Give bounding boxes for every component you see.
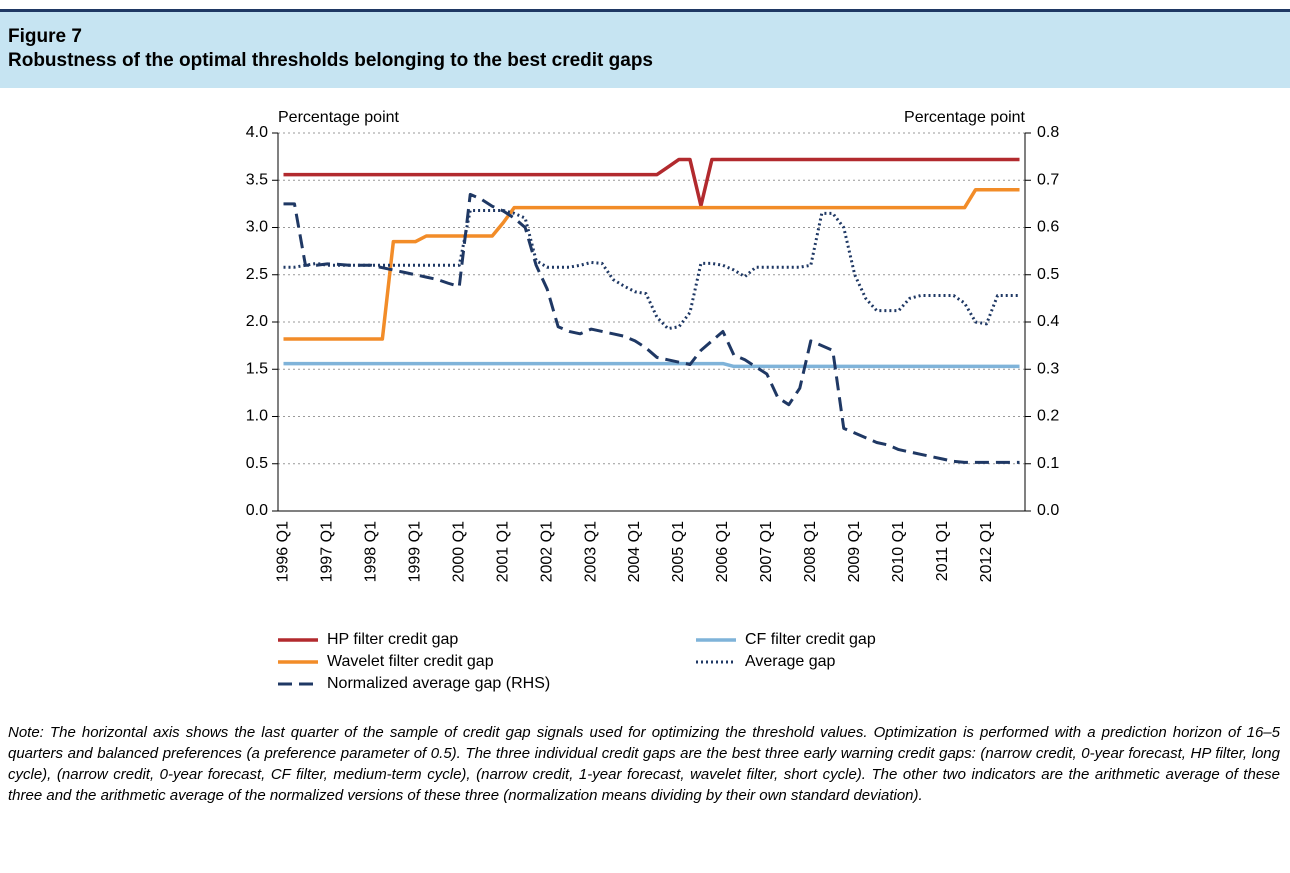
legend-label: CF filter credit gap: [745, 631, 876, 648]
x-tick-label: 2007 Q1: [758, 521, 775, 582]
y-tick-label: 1.0: [246, 408, 268, 425]
y2-tick-label: 0.6: [1037, 219, 1059, 236]
y-tick-label: 2.0: [246, 313, 268, 330]
chart: Percentage point Percentage point 0.0 0.5…: [246, 109, 1060, 692]
x-tick-label: 2006 Q1: [714, 521, 731, 582]
figure-label: Figure 7: [8, 26, 82, 47]
y2-axis-label: Percentage point: [904, 109, 1026, 126]
series-line: [283, 187, 1020, 341]
x-tick-label: 2002 Q1: [538, 521, 555, 582]
y-tick-label: 0.5: [246, 455, 268, 472]
y2-tick-label: 0.2: [1037, 408, 1059, 425]
x-tick-label: 2009 Q1: [846, 521, 863, 582]
legend-label: Normalized average gap (RHS): [327, 675, 550, 692]
y-tick-label: 0.0: [246, 502, 268, 519]
y2-tick-label: 0.4: [1037, 313, 1059, 330]
figure-title: Robustness of the optimal thresholds bel…: [8, 50, 653, 71]
y-tick-label: 1.5: [246, 360, 268, 377]
legend-label: HP filter credit gap: [327, 631, 458, 648]
y-tick-label: 3.0: [246, 219, 268, 236]
x-tick-label: 1999 Q1: [407, 521, 424, 582]
series-line: [283, 208, 1020, 331]
top-rule: [0, 9, 1290, 12]
series-line: [283, 361, 1020, 369]
y-tick-label: 3.5: [246, 171, 268, 188]
y2-tick-label: 0.7: [1037, 171, 1059, 188]
y2-tick-label: 0.0: [1037, 502, 1059, 519]
x-tick-label: 1998 Q1: [363, 521, 380, 582]
y2-tick-label: 0.1: [1037, 455, 1059, 472]
series-line: [283, 192, 1020, 464]
note: Note: The horizontal axis shows the last…: [8, 724, 1280, 804]
x-tick-label: 2012 Q1: [978, 521, 995, 582]
legend-label: Average gap: [745, 653, 836, 670]
y-tick-label: 2.5: [246, 266, 268, 283]
x-tick-label: 2004 Q1: [626, 521, 643, 582]
x-tick-label: 2001 Q1: [494, 521, 511, 582]
header: Figure 7 Robustness of the optimal thres…: [0, 12, 1290, 88]
x-tick-label: 1996 Q1: [275, 521, 292, 582]
y-tick-label: 4.0: [246, 124, 268, 141]
y2-tick-label: 0.3: [1037, 360, 1059, 377]
y-axis-label: Percentage point: [278, 109, 400, 126]
y2-tick-label: 0.5: [1037, 266, 1059, 283]
legend-label: Wavelet filter credit gap: [327, 653, 494, 670]
x-tick-label: 2010 Q1: [890, 521, 907, 582]
x-tick-label: 2005 Q1: [670, 521, 687, 582]
x-tick-label: 1997 Q1: [319, 521, 336, 582]
series-line: [283, 157, 1020, 208]
x-tick-label: 2003 Q1: [582, 521, 599, 582]
x-tick-label: 2008 Q1: [802, 521, 819, 582]
y2-tick-label: 0.8: [1037, 124, 1059, 141]
x-tick-label: 2000 Q1: [450, 521, 467, 582]
x-tick-label: 2011 Q1: [934, 521, 951, 581]
